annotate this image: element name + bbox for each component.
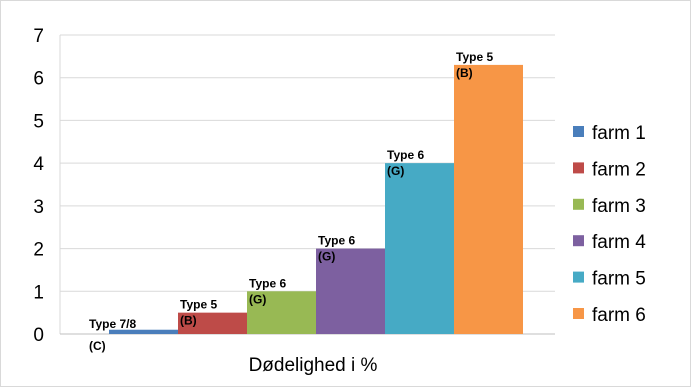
legend: farm 1 farm 2 farm 3 farm 4 farm 5 farm 6	[573, 123, 646, 326]
legend-swatch	[573, 235, 584, 247]
legend-label: farm 1	[592, 123, 646, 144]
y-tick-label: 4	[33, 154, 44, 175]
bar-farm-4	[316, 248, 385, 334]
y-tick-label: 6	[33, 69, 44, 90]
legend-label: farm 4	[592, 232, 646, 253]
y-tick-label: 3	[33, 197, 44, 218]
legend-label: farm 2	[592, 159, 646, 180]
bar-annotation-code: (G)	[387, 164, 404, 178]
legend-swatch	[573, 126, 584, 137]
y-tick-label: 0	[33, 325, 44, 346]
legend-swatch	[573, 162, 584, 174]
bar-annotation-code: (G)	[249, 292, 266, 306]
legend-label: farm 6	[592, 305, 646, 326]
legend-label: farm 3	[592, 196, 646, 217]
bar-annotation-code: (B)	[180, 314, 197, 328]
bar-farm-3	[247, 291, 316, 334]
bar-annotation-code: (C)	[89, 339, 106, 353]
bar-farm-5	[385, 163, 454, 334]
bar-annotations: Type 7/8 (C) Type 5 (B) Type 6 (G) Type 6 (G) Ty…	[89, 50, 493, 353]
y-tick-label: 7	[33, 26, 44, 47]
legend-label: farm 5	[592, 269, 646, 290]
y-tick-label: 5	[33, 111, 44, 132]
legend-swatch	[573, 308, 584, 319]
y-tick-label: 2	[33, 240, 44, 261]
bar-annotation-type: Type 6	[318, 234, 355, 248]
y-axis-ticks: 0 1 2 3 4 5 6 7	[33, 26, 44, 346]
bar-farm-1	[109, 329, 178, 334]
bars	[109, 64, 523, 335]
bar-farm-2	[178, 312, 247, 334]
bar-annotation-code: (G)	[318, 250, 335, 264]
legend-swatch	[573, 271, 584, 283]
bar-annotation-code: (B)	[456, 66, 473, 80]
y-tick-label: 1	[33, 282, 44, 303]
legend-swatch	[573, 198, 584, 210]
bar-annotation-type: Type 5	[456, 50, 493, 64]
bar-annotation-type: Type 6	[249, 276, 286, 290]
bar-farm-6	[454, 64, 523, 335]
x-axis-label: Dødelighed i %	[249, 355, 378, 376]
bar-annotation-type: Type 7/8	[89, 317, 136, 331]
bar-annotation-type: Type 5	[180, 298, 217, 312]
bar-annotation-type: Type 6	[387, 148, 424, 162]
